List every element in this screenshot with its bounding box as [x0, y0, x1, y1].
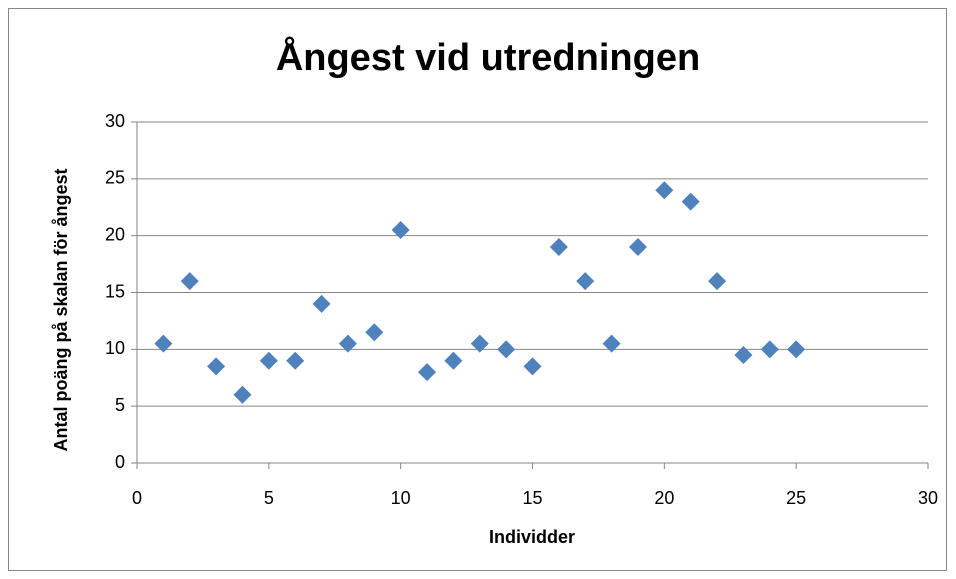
point	[576, 272, 595, 291]
point	[655, 181, 674, 200]
x-tick-label: 0	[132, 488, 142, 508]
point	[523, 357, 542, 376]
point	[628, 238, 647, 257]
chart-frame	[8, 8, 947, 571]
y-axis-title: Antal poäng på skalan för ångest	[51, 168, 71, 451]
x-tick-label: 10	[391, 488, 411, 508]
point	[391, 220, 410, 239]
y-tick-label: 5	[115, 395, 125, 415]
point	[180, 272, 199, 291]
point	[154, 334, 173, 353]
x-tick-label: 5	[264, 488, 274, 508]
y-tick-label: 30	[105, 111, 125, 131]
x-tick-label: 30	[918, 488, 938, 508]
point	[233, 385, 252, 404]
point	[207, 357, 226, 376]
point	[444, 351, 463, 370]
point	[760, 340, 779, 359]
point	[708, 272, 727, 291]
x-tick-label: 15	[522, 488, 542, 508]
y-tick-label: 10	[105, 338, 125, 358]
y-tick-label: 25	[105, 168, 125, 188]
x-tick-label: 25	[786, 488, 806, 508]
point	[787, 340, 806, 359]
point	[259, 351, 278, 370]
point	[286, 351, 305, 370]
y-tick-label: 20	[105, 224, 125, 244]
point	[681, 192, 700, 211]
point	[418, 363, 437, 382]
point	[365, 323, 384, 342]
point	[602, 334, 621, 353]
x-axis-title: Individder	[489, 527, 575, 547]
point	[470, 334, 489, 353]
point	[734, 346, 753, 365]
y-tick-label: 0	[115, 452, 125, 472]
x-tick-label: 20	[654, 488, 674, 508]
point	[338, 334, 357, 353]
point	[312, 294, 331, 313]
y-tick-label: 15	[105, 281, 125, 301]
point	[549, 238, 568, 257]
chart-title: Ångest vid utredningen	[276, 35, 700, 79]
point	[497, 340, 516, 359]
